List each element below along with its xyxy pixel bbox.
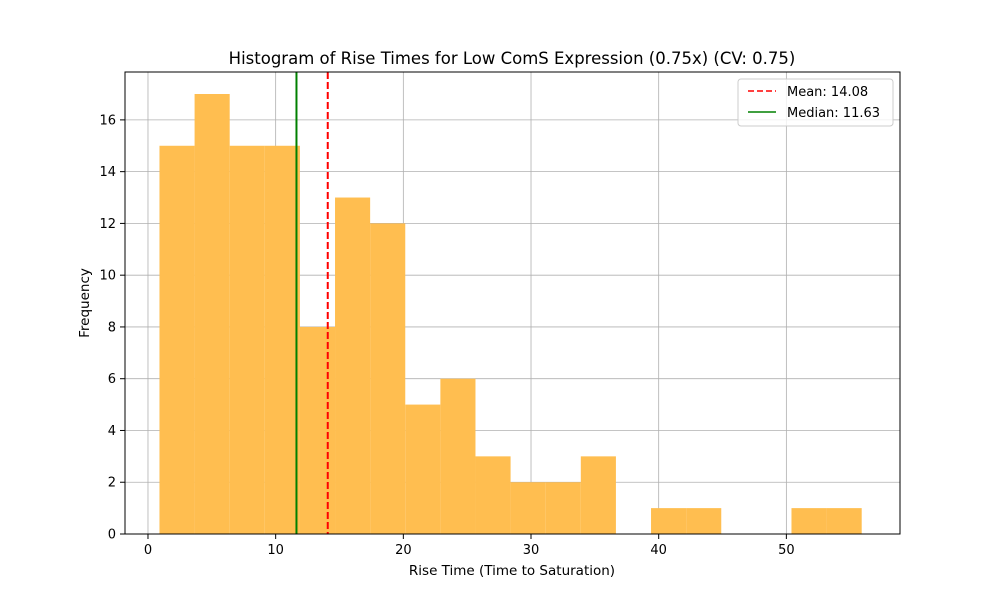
y-tick-label: 16 [99,113,116,128]
histogram-bar [686,508,722,534]
histogram-bar [229,145,265,534]
histogram-bar [370,223,406,535]
histogram-bar [475,456,511,534]
histogram-bar [264,145,300,534]
x-tick-label: 20 [395,543,412,558]
x-tick-label: 10 [267,543,284,558]
legend: Mean: 14.08 Median: 11.63 [737,78,894,127]
legend-mean-label: Mean: 14.08 [787,85,868,100]
x-tick-label: 40 [650,543,667,558]
y-tick-label: 4 [108,424,116,439]
histogram-bar [826,508,862,534]
histogram-bar [791,508,827,534]
y-tick-label: 8 [108,320,116,335]
y-tick-label: 12 [99,217,116,232]
legend-median-label: Median: 11.63 [787,106,880,121]
histogram-bar [651,508,687,534]
y-axis-ticks: 0 2 4 6 8 10 12 14 16 [99,113,125,543]
histogram-bar [510,482,546,534]
x-axis-label: Rise Time (Time to Saturation) [409,563,615,579]
histogram-bar [405,404,441,534]
x-tick-label: 50 [778,543,795,558]
y-tick-label: 10 [99,269,116,284]
legend-box [737,78,894,127]
chart-title: Histogram of Rise Times for Low ComS Exp… [229,49,796,68]
reference-lines [295,72,329,534]
x-tick-label: 30 [523,543,540,558]
y-tick-label: 0 [108,528,116,543]
histogram-bar [335,197,371,534]
plot-frame [124,71,901,535]
y-tick-label: 2 [108,476,116,491]
x-axis-ticks: 0 10 20 30 40 50 [144,534,795,558]
y-axis-label: Frequency [77,268,93,338]
x-tick-label: 0 [144,543,152,558]
histogram-bars [159,94,862,535]
histogram-bar [440,378,476,534]
y-tick-label: 14 [99,165,116,180]
histogram-bar [580,456,616,534]
y-tick-label: 6 [108,372,116,387]
histogram-bar [194,94,230,534]
histogram-bar [159,145,195,534]
histogram-bar [545,482,581,534]
histogram-bar [299,326,336,534]
